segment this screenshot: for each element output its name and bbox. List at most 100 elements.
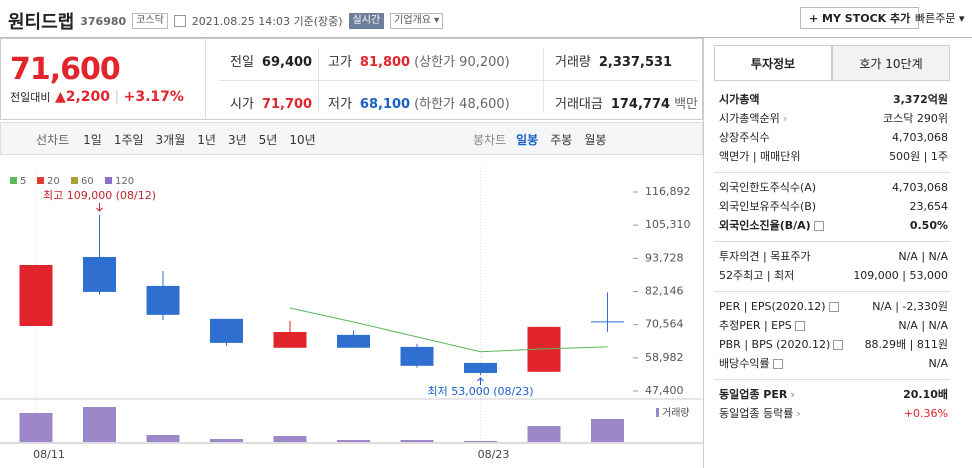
info-label-text: 외국인한도주식수(A) bbox=[719, 181, 817, 194]
summary-extra: 백만 bbox=[674, 97, 698, 112]
info-value: 23,654 bbox=[909, 200, 949, 213]
volume-bar bbox=[210, 438, 243, 442]
info-row: 외국인한도주식수(A) 4,703,068 bbox=[719, 181, 948, 195]
divider bbox=[318, 48, 319, 112]
info-tab[interactable]: 호가 10단계 bbox=[832, 45, 950, 81]
info-row: 투자의견 | 목표주가 N/A | N/A bbox=[719, 250, 948, 264]
tab[interactable]: 1년 bbox=[197, 133, 216, 147]
summary-value: 71,700 bbox=[261, 97, 313, 112]
info-row: 배당수익률 N/A bbox=[719, 357, 948, 371]
volume-bar bbox=[591, 418, 624, 442]
calendar-icon bbox=[173, 15, 186, 27]
info-value: 500원 | 1주 bbox=[889, 150, 948, 163]
info-label: PER | EPS(2020.12) bbox=[719, 300, 839, 314]
help-icon bbox=[794, 321, 805, 331]
info-label-text: 동일업종 PER bbox=[719, 388, 795, 401]
info-label: 액면가 | 매매단위 bbox=[719, 150, 801, 164]
volume-legend: 거래량 bbox=[662, 407, 690, 419]
y-tick-label: 82,146 bbox=[645, 285, 684, 298]
tab[interactable]: 3개월 bbox=[155, 133, 186, 147]
high-arrow bbox=[96, 203, 103, 212]
info-label: 외국인소진율(B/A) bbox=[719, 219, 824, 233]
legend-label: 20 bbox=[47, 176, 60, 187]
volume-bar bbox=[400, 440, 434, 442]
summary-item: 거래량 2,337,531 bbox=[555, 51, 672, 70]
quick-order[interactable]: 빠른주문 ▾ bbox=[915, 12, 965, 25]
tab[interactable]: 주봉 bbox=[550, 133, 573, 147]
info-label: 52주최고 | 최저 bbox=[719, 269, 794, 283]
summary-item: 저가 68,100 (하한가 48,600) bbox=[328, 93, 510, 112]
summary-extra: (하한가 48,600) bbox=[414, 97, 510, 112]
info-row: 추정PER | EPS N/A | N/A bbox=[719, 319, 948, 333]
tab[interactable]: 1일 bbox=[83, 133, 102, 147]
chart: 116,892 105,310 93,728 82,146 70,564 58,982 47… bbox=[0, 165, 703, 461]
mystock-button[interactable]: + MY STOCK 추가 bbox=[800, 7, 920, 29]
stock-code: 376980 bbox=[80, 14, 127, 28]
info-label: 투자의견 | 목표주가 bbox=[719, 250, 811, 264]
tab[interactable]: 일봉 bbox=[516, 133, 539, 147]
info-value: 20.10배 bbox=[903, 388, 948, 401]
info-label-text: 추정PER | EPS bbox=[719, 319, 792, 332]
volume-bar bbox=[337, 440, 370, 442]
legend-swatch bbox=[37, 177, 44, 184]
info-row: 상장주식수 4,703,068 bbox=[719, 131, 948, 145]
summary-value: 68,100 bbox=[359, 97, 411, 112]
volume-bar bbox=[273, 435, 307, 442]
info-label-text: PER | EPS(2020.12) bbox=[719, 300, 826, 313]
info-value: 코스닥 290위 bbox=[883, 112, 948, 125]
divider bbox=[714, 379, 950, 380]
tab[interactable]: 10년 bbox=[289, 133, 316, 147]
change-value: ▲2,200 bbox=[54, 89, 110, 105]
x-tick-label: 08/23 bbox=[478, 448, 510, 461]
summary-label: 시가 bbox=[230, 97, 254, 112]
volume-bar bbox=[146, 435, 180, 442]
tab[interactable]: 월봉 bbox=[584, 133, 607, 147]
info-label: 추정PER | EPS bbox=[719, 319, 805, 333]
legend-swatch bbox=[71, 177, 78, 184]
candle-body bbox=[146, 285, 180, 315]
summary-item: 시가 71,700 bbox=[230, 93, 312, 112]
info-value: N/A | -2,330원 bbox=[872, 300, 948, 313]
tab[interactable]: 5년 bbox=[258, 133, 278, 147]
tab[interactable]: 3년 bbox=[227, 133, 247, 147]
volume-bar bbox=[464, 440, 497, 442]
info-label-text: 외국인소진율(B/A) bbox=[719, 219, 811, 232]
overview-text: 기업개요 bbox=[394, 15, 431, 26]
info-row: PER | EPS(2020.12) N/A | -2,330원 bbox=[719, 300, 948, 314]
info-value: 4,703,068 bbox=[892, 181, 948, 194]
separator: | bbox=[114, 89, 120, 105]
info-row: 외국인소진율(B/A) 0.50% bbox=[719, 219, 948, 233]
info-label-text: 액면가 | 매매단위 bbox=[719, 150, 801, 163]
info-value: 109,000 | 53,000 bbox=[853, 269, 948, 282]
chart-tabs bbox=[0, 122, 703, 155]
x-tick-label: 08/11 bbox=[33, 448, 65, 461]
info-label: 외국인한도주식수(A) bbox=[719, 181, 816, 195]
overview-button[interactable]: 기업개요 ▾ bbox=[390, 13, 444, 29]
summary-label: 전일 bbox=[230, 55, 254, 70]
quick-order-text: 빠른주문 bbox=[915, 12, 956, 25]
divider bbox=[703, 38, 704, 468]
y-tick-label: 116,892 bbox=[645, 185, 691, 198]
info-label-text: PBR | BPS (2020.12) bbox=[719, 338, 831, 351]
candle-body bbox=[83, 256, 116, 292]
realtime-badge: 실시간 bbox=[348, 13, 385, 29]
price: 71,600 bbox=[10, 52, 121, 87]
summary-value: 69,400 bbox=[261, 55, 313, 70]
line-tabs: 선차트 1일 1주일 3개월 1년 3년 5년 10년 bbox=[36, 131, 328, 148]
info-label: 시가총액순위 bbox=[719, 112, 787, 126]
info-label-text: 배당수익률 bbox=[719, 357, 770, 370]
info-label-text: 시가총액 bbox=[719, 93, 760, 106]
summary-label: 저가 bbox=[328, 97, 352, 112]
info-label: PBR | BPS (2020.12) bbox=[719, 338, 844, 352]
volume-bar bbox=[19, 413, 53, 442]
summary-value: 81,800 bbox=[359, 55, 411, 70]
info-row: PBR | BPS (2020.12) 88.29배 | 811원 bbox=[719, 338, 948, 352]
y-tick-label: 105,310 bbox=[645, 218, 691, 231]
info-tab[interactable]: 투자정보 bbox=[714, 45, 832, 81]
info-row: 동일업종 PER 20.10배 bbox=[719, 388, 948, 402]
info-label: 상장주식수 bbox=[719, 131, 770, 145]
summary-item: 고가 81,800 (상한가 90,200) bbox=[328, 51, 510, 70]
info-row: 동일업종 등락률 +0.36% bbox=[719, 407, 948, 421]
tab[interactable]: 1주일 bbox=[113, 133, 144, 147]
tab-group-label: 봉차트 bbox=[473, 133, 507, 147]
